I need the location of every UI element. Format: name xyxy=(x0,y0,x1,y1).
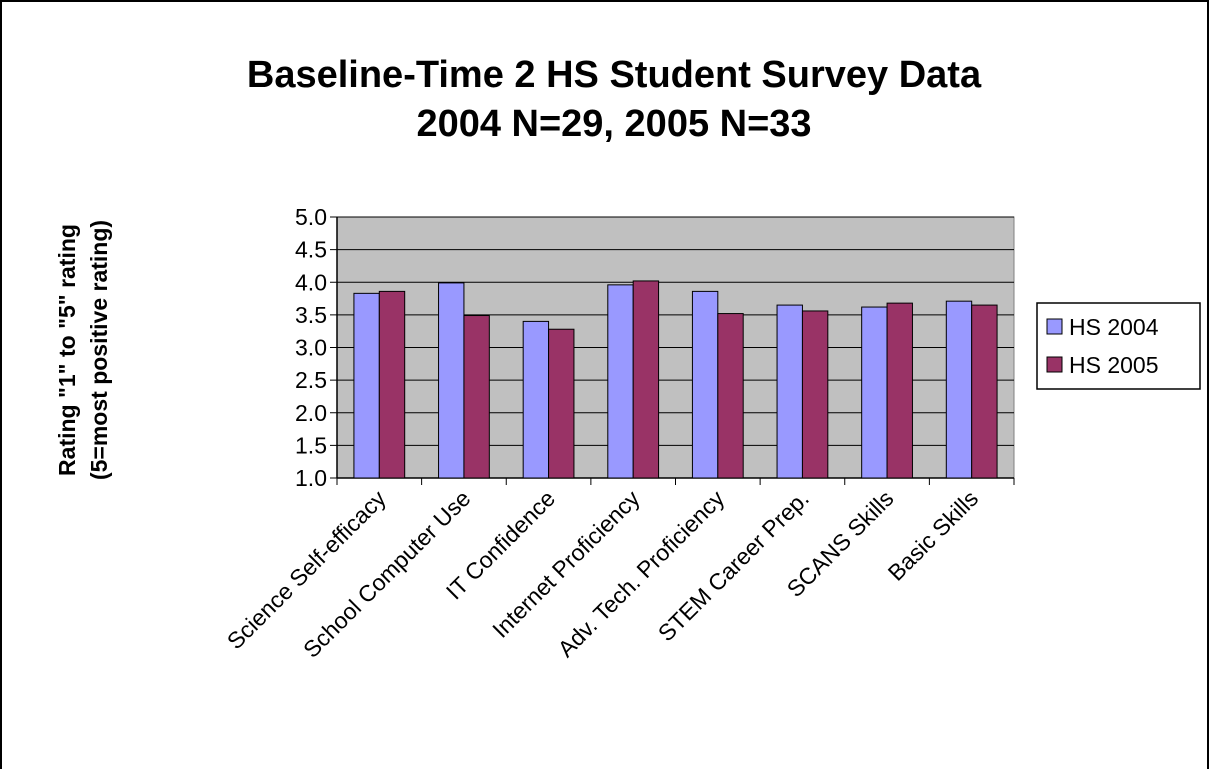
y-tick-label: 5.0 xyxy=(295,204,327,230)
x-tick-label: Internet Proficiency xyxy=(487,485,645,643)
bar-hs-2005 xyxy=(463,315,490,479)
y-axis-label-line1: Rating "1" to "5" rating xyxy=(54,224,80,476)
y-tick-label: 4.0 xyxy=(295,269,327,295)
legend: HS 2004 HS 2005 xyxy=(1036,302,1201,390)
bar-hs-2005 xyxy=(632,280,660,479)
chart-subtitle: 2004 N=29, 2005 N=33 xyxy=(416,103,811,145)
bar-hs-2004 xyxy=(522,320,550,479)
bar-hs-2004 xyxy=(353,292,380,479)
y-tick-label: 1.5 xyxy=(295,432,327,458)
bar-hs-2004 xyxy=(438,282,465,479)
bar-hs-2005 xyxy=(548,328,575,479)
y-tick-label: 3.5 xyxy=(295,302,327,328)
bar-hs-2005 xyxy=(971,304,998,479)
legend-swatch xyxy=(1046,318,1063,335)
bar-hs-2005 xyxy=(717,313,744,479)
legend-box xyxy=(1036,302,1201,390)
y-tick-label: 2.5 xyxy=(295,367,327,393)
y-tick-label: 2.0 xyxy=(295,400,327,426)
bar-hs-2004 xyxy=(945,300,973,479)
x-tick-label: STEM Career Prep. xyxy=(653,485,814,646)
bar-hs-2004 xyxy=(776,304,803,479)
y-axis-label-line2: (5=most positive rating) xyxy=(86,220,112,480)
plot-area: 1.0 1.5 2.0 2.5 3.0 3.5 4.0 4.5 5.0 Science Self-… xyxy=(222,204,1015,663)
y-tick-label: 1.0 xyxy=(295,465,327,491)
bar-hs-2004 xyxy=(861,306,888,479)
y-tick-label: 4.5 xyxy=(295,237,327,263)
legend-label: HS 2005 xyxy=(1069,352,1159,378)
x-tick-label: Science Self-efficacy xyxy=(222,485,391,654)
bar-hs-2005 xyxy=(801,310,829,479)
x-tick-label: Basic Skills xyxy=(883,485,984,586)
y-tick-label: 3.0 xyxy=(295,335,327,361)
legend-swatch xyxy=(1046,356,1063,373)
bar-hs-2005 xyxy=(886,302,913,479)
bar-hs-2004 xyxy=(607,284,634,479)
x-tick-label: School Computer Use xyxy=(298,485,475,662)
bar-hs-2005 xyxy=(378,290,406,479)
chart-title: Baseline-Time 2 HS Student Survey Data xyxy=(247,54,982,96)
legend-label: HS 2004 xyxy=(1069,314,1159,340)
x-tick-label: Adv. Tech. Proficiency xyxy=(552,485,729,662)
bar-hs-2004 xyxy=(691,290,719,479)
